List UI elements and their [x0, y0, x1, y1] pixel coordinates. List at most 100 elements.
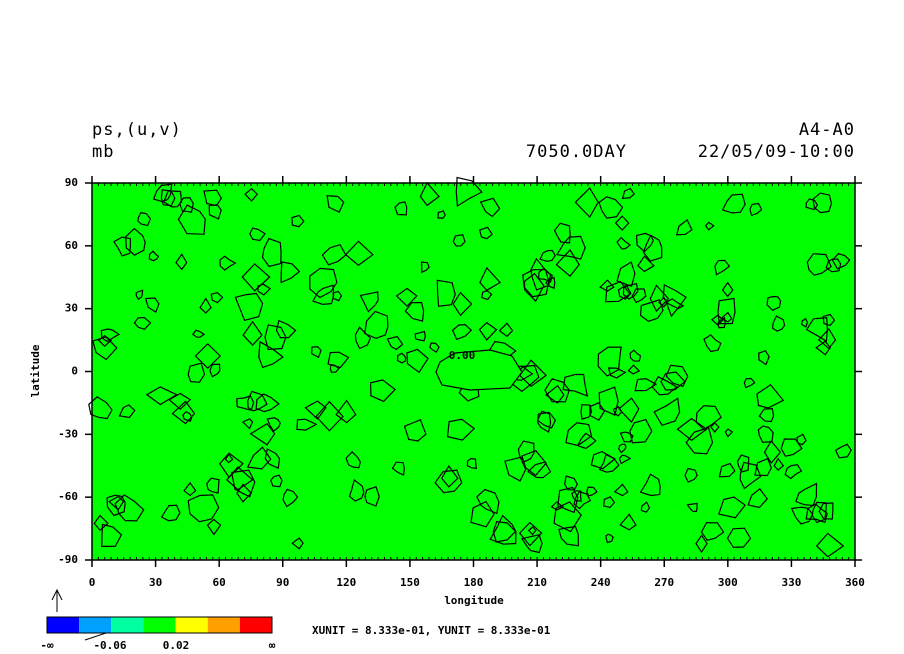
contour-line: [660, 371, 686, 391]
contour-line: [160, 504, 181, 522]
contour-line: [209, 363, 221, 378]
contour-line: [599, 279, 615, 292]
contour-line: [822, 313, 836, 327]
contour-line: [234, 292, 264, 322]
contour-line: [182, 410, 193, 422]
contour-line: [539, 249, 556, 262]
y-tick-label: -90: [58, 553, 78, 566]
x-tick-label: 90: [276, 576, 289, 589]
y-tick-label: 30: [65, 302, 78, 315]
x-tick-label: 360: [845, 576, 865, 589]
contour-line: [152, 183, 173, 203]
contour-line: [113, 236, 132, 257]
contour-line: [100, 328, 121, 343]
contour-line: [133, 316, 152, 330]
contour-line: [545, 276, 556, 290]
contour-line: [171, 400, 196, 425]
contour-line: [825, 258, 842, 273]
contour-line: [364, 486, 380, 507]
contour-line: [236, 483, 252, 503]
contour-line: [291, 537, 304, 550]
contour-line: [757, 425, 774, 443]
contour-line: [160, 189, 176, 207]
contour-line: [395, 287, 418, 308]
contour-line: [436, 279, 456, 307]
y-tick-label: -60: [58, 490, 78, 503]
contour-line: [527, 526, 537, 536]
contour-line: [504, 456, 527, 482]
contour-line: [148, 250, 160, 262]
contour-line: [589, 402, 606, 421]
contour-line: [806, 253, 832, 276]
contour-line: [291, 214, 305, 228]
contour-line: [598, 453, 620, 473]
contour-line: [627, 364, 641, 375]
contour-line: [206, 477, 220, 494]
contour-line: [685, 427, 714, 455]
contour-line: [818, 502, 834, 520]
contour-line: [605, 280, 631, 303]
contour-line: [590, 450, 616, 470]
contour-line: [145, 386, 178, 406]
contour-line: [420, 261, 430, 274]
contour-line: [522, 269, 550, 298]
contour-line: [249, 227, 266, 242]
contour-line: [404, 302, 425, 322]
contour-line: [662, 283, 687, 310]
contour-line: [446, 418, 476, 441]
contour-line: [795, 482, 818, 507]
contour-line: [801, 317, 809, 328]
y-tick-label: 0: [71, 365, 78, 378]
contour-line: [605, 533, 614, 544]
contour-line: [135, 289, 144, 300]
contour-line: [618, 443, 627, 454]
colorbar-swatch: [239, 617, 272, 633]
contour-line: [718, 462, 736, 478]
contour-line: [619, 431, 634, 443]
contour-line: [565, 422, 593, 447]
contour-line: [517, 440, 535, 463]
contour-line: [309, 267, 338, 299]
contour-line: [747, 488, 768, 509]
contour-line: [470, 500, 495, 528]
contour-line: [280, 261, 301, 284]
contour-line: [244, 187, 259, 202]
x-axis-label: longitude: [444, 594, 504, 607]
contour-line: [635, 232, 655, 253]
contour-line: [183, 481, 197, 497]
contour-line: [612, 405, 623, 417]
contour-line: [805, 316, 829, 343]
contour-line: [451, 323, 473, 341]
contour-line: [530, 257, 552, 291]
contour-line: [831, 252, 851, 270]
contour-line: [562, 373, 589, 397]
contour-line: [812, 192, 833, 214]
contour-line: [756, 383, 785, 409]
contour-line: [564, 475, 579, 491]
contour-line: [616, 236, 632, 250]
contour-line: [429, 342, 440, 353]
contour-line: [168, 392, 192, 411]
contour-line: [675, 218, 693, 236]
contour-line: [179, 197, 194, 213]
contour-line: [639, 299, 664, 322]
contour-line: [815, 340, 832, 356]
x-tick-label: 0: [89, 576, 96, 589]
contour-line: [137, 212, 152, 227]
contour-line: [296, 418, 318, 431]
contour-line: [434, 469, 463, 494]
contour-line: [326, 195, 345, 213]
contour-line: [537, 267, 553, 283]
contour-line: [616, 261, 636, 288]
contour-line: [700, 522, 725, 541]
contour-line: [440, 465, 459, 488]
contour-line: [550, 501, 565, 511]
y-tick-label: -30: [58, 427, 78, 440]
contour-line: [523, 272, 545, 303]
x-tick-label: 120: [336, 576, 356, 589]
x-tick-label: 150: [400, 576, 420, 589]
colorbar-label: -∞: [40, 639, 54, 652]
contour-line: [576, 432, 597, 450]
vector-arrowhead: [51, 588, 63, 601]
